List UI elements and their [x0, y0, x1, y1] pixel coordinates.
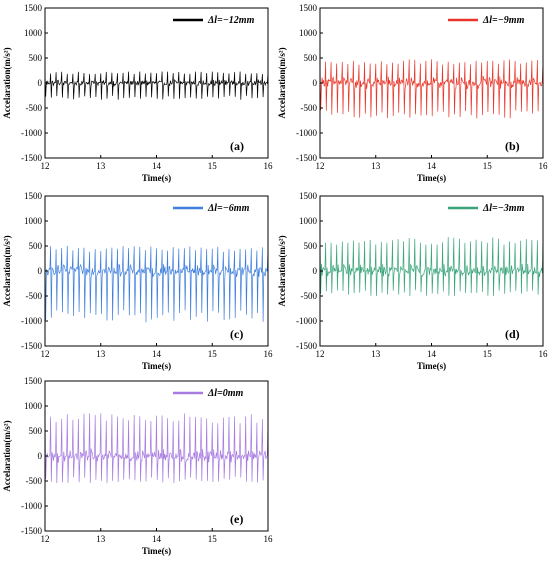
y-tick-label: -1500	[296, 153, 317, 163]
y-tick-label: 0	[38, 78, 43, 88]
y-tick-label: 1000	[24, 216, 43, 226]
x-axis-label: Time(s)	[417, 173, 446, 183]
x-tick-label: 15	[483, 349, 493, 359]
x-axis-label: Time(s)	[142, 546, 171, 556]
chart-panel-d: 1500 1000 500 0 -500 -1000 -1500 12 13 14 15 16 Time…	[275, 188, 550, 378]
y-axis-label: Accelaration(m/s²)	[277, 235, 287, 306]
x-tick-label: 13	[371, 161, 381, 171]
x-tick-label: 14	[152, 534, 162, 544]
panel-label: (a)	[230, 139, 244, 153]
chart-panel-b: 1500 1000 500 0 -500 -1000 -1500 12 13 14 15 16 Time…	[275, 0, 550, 190]
y-axis-label: Accelaration(m/s²)	[2, 47, 12, 118]
panel-label: (e)	[230, 512, 243, 526]
y-tick-label: 1500	[24, 376, 43, 386]
y-tick-label: 0	[313, 266, 318, 276]
panel-label: (b)	[505, 139, 520, 153]
x-tick-label: 16	[264, 161, 274, 171]
chart-panel-c: 1500 1000 500 0 -500 -1000 -1500 12 13 14 15 16 Time…	[0, 188, 275, 378]
y-tick-label: 1500	[299, 191, 318, 201]
y-tick-label: -1500	[21, 341, 42, 351]
y-tick-label: 0	[38, 451, 43, 461]
y-tick-label: -500	[301, 291, 318, 301]
x-tick-label: 13	[371, 349, 381, 359]
y-tick-label: -500	[26, 291, 43, 301]
chart-panel-a: 1500 1000 500 0 -500 -1000 -1500 12 13 14 15 16 Time…	[0, 0, 275, 190]
y-tick-label: -1000	[21, 128, 42, 138]
panel-label: (c)	[230, 327, 243, 341]
x-tick-label: 13	[96, 161, 106, 171]
y-axis-label: Accelaration(m/s²)	[277, 47, 287, 118]
y-tick-label: 500	[29, 426, 43, 436]
plot-frame	[319, 195, 544, 347]
y-tick-label: -1500	[21, 153, 42, 163]
y-tick-label: 500	[29, 241, 43, 251]
y-tick-label: -500	[301, 103, 318, 113]
y-tick-label: 500	[304, 241, 318, 251]
x-tick-label: 13	[96, 534, 106, 544]
y-tick-label: 1000	[299, 28, 318, 38]
y-tick-label: 500	[304, 53, 318, 63]
y-tick-label: -500	[26, 476, 43, 486]
y-tick-label: -1000	[296, 128, 317, 138]
series-line	[44, 71, 269, 100]
x-axis-label: Time(s)	[417, 361, 446, 371]
x-tick-label: 14	[152, 161, 162, 171]
x-tick-label: 14	[427, 349, 437, 359]
y-tick-label: 1000	[24, 28, 43, 38]
y-tick-label: 1000	[24, 401, 43, 411]
x-tick-label: 12	[316, 161, 325, 171]
x-tick-label: 12	[41, 349, 50, 359]
plot-frame	[44, 380, 269, 532]
x-tick-label: 15	[208, 161, 218, 171]
x-tick-label: 12	[41, 534, 50, 544]
y-tick-label: 1500	[24, 191, 43, 201]
y-tick-label: -1000	[296, 316, 317, 326]
x-tick-label: 16	[264, 349, 274, 359]
series-line	[44, 245, 269, 323]
x-tick-label: 14	[427, 161, 437, 171]
legend-label: Δl=−9mm	[482, 15, 525, 26]
y-tick-label: 1000	[299, 216, 318, 226]
x-tick-label: 15	[208, 534, 218, 544]
x-tick-label: 12	[316, 349, 325, 359]
y-tick-label: -1000	[21, 501, 42, 511]
legend-label: Δl=−6mm	[207, 203, 250, 214]
x-axis-label: Time(s)	[142, 173, 171, 183]
x-tick-label: 13	[96, 349, 106, 359]
series-line	[319, 59, 544, 119]
y-tick-label: -1500	[21, 526, 42, 536]
y-axis-label: Accelaration(m/s²)	[2, 235, 12, 306]
y-tick-label: -1000	[21, 316, 42, 326]
series-line	[44, 413, 269, 484]
x-tick-label: 16	[264, 534, 274, 544]
y-tick-label: -500	[26, 103, 43, 113]
x-tick-label: 12	[41, 161, 50, 171]
x-tick-label: 16	[539, 349, 549, 359]
y-tick-label: 500	[29, 53, 43, 63]
y-tick-label: 0	[38, 266, 43, 276]
x-tick-label: 14	[152, 349, 162, 359]
legend-label: Δl=−12mm	[207, 15, 255, 26]
legend-label: Δl=−3mm	[482, 203, 525, 214]
y-tick-label: 1500	[299, 3, 318, 13]
panel-label: (d)	[505, 327, 520, 341]
legend-label: Δl=0mm	[207, 388, 244, 399]
x-axis-label: Time(s)	[142, 361, 171, 371]
y-tick-label: -1500	[296, 341, 317, 351]
x-tick-label: 15	[483, 161, 493, 171]
series-line	[319, 236, 544, 297]
x-tick-label: 16	[539, 161, 549, 171]
y-axis-label: Accelaration(m/s²)	[2, 420, 12, 491]
x-tick-label: 15	[208, 349, 218, 359]
y-tick-label: 0	[313, 78, 318, 88]
y-tick-label: 1500	[24, 3, 43, 13]
chart-panel-e: 1500 1000 500 0 -500 -1000 -1500 12 13 14 15 16 Time…	[0, 373, 275, 563]
